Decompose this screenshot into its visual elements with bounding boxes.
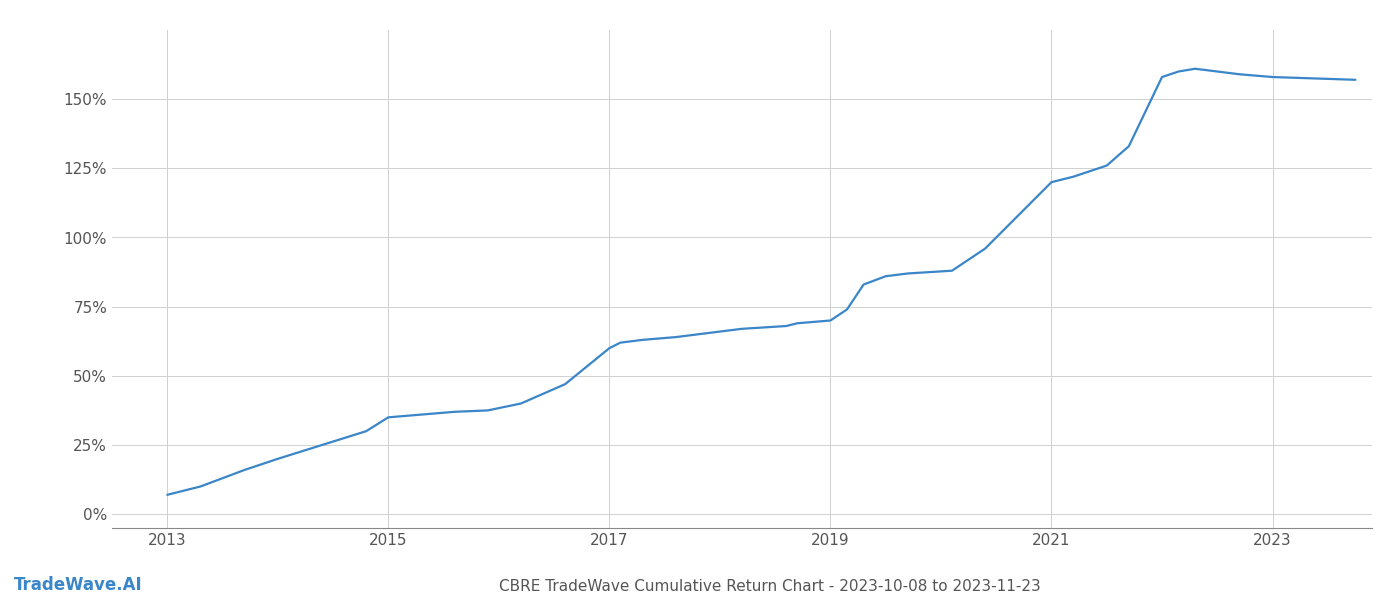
Text: CBRE TradeWave Cumulative Return Chart - 2023-10-08 to 2023-11-23: CBRE TradeWave Cumulative Return Chart -… bbox=[500, 579, 1040, 594]
Text: TradeWave.AI: TradeWave.AI bbox=[14, 576, 143, 594]
